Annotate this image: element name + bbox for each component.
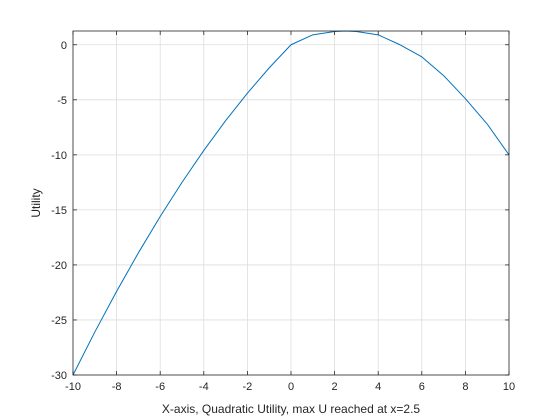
x-tick-label: 4 <box>375 381 381 393</box>
y-tick-label: -10 <box>51 150 67 162</box>
x-tick-label: 8 <box>462 381 468 393</box>
series-layer <box>72 30 510 376</box>
x-tick-label: -10 <box>65 381 81 393</box>
ticks: -10 -8 -6 -4 -2 0 2 4 6 8 100-5-10-15-20-25-30 <box>51 31 515 393</box>
y-axis-label: Utility <box>29 188 43 217</box>
x-axis-label: X-axis, Quadratic Utility, max U reached… <box>162 402 421 416</box>
series-line <box>72 30 510 376</box>
y-tick-label: -5 <box>57 95 67 107</box>
x-tick-label: -6 <box>155 381 165 393</box>
x-tick-label: 0 <box>288 381 294 393</box>
x-tick-label: 2 <box>332 381 338 393</box>
y-tick-label: 0 <box>61 40 67 52</box>
x-tick-label: -2 <box>243 381 253 393</box>
y-tick-label: -25 <box>51 315 67 327</box>
y-tick-label: -20 <box>51 260 67 272</box>
y-tick-label: -30 <box>51 370 67 382</box>
x-tick-label: -8 <box>112 381 122 393</box>
x-tick-label: 10 <box>503 381 515 393</box>
x-tick-label: 6 <box>419 381 425 393</box>
y-tick-label: -15 <box>51 205 67 217</box>
x-tick-label: -4 <box>199 381 209 393</box>
